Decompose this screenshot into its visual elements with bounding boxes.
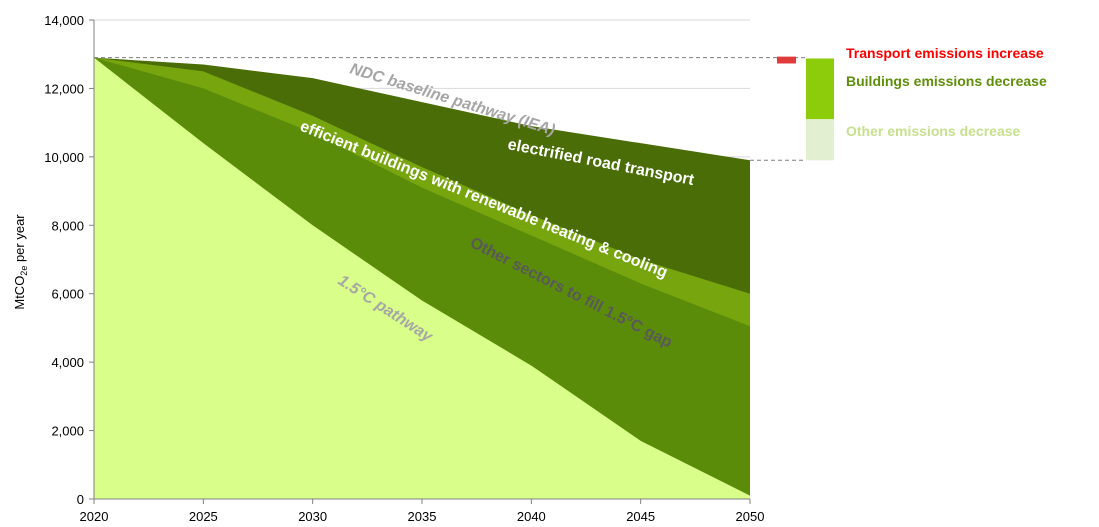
x-tick-label: 2030 [298,509,327,524]
y-tick-label: 10,000 [44,150,84,165]
axes [89,19,751,504]
side-bar-transport [777,56,796,64]
x-tick-label: 2050 [736,509,765,524]
y-tick-label: 8,000 [51,218,84,233]
area-pathway-1-5 [94,57,750,500]
legend-transport-increase: Transport emissions increase [846,45,1044,61]
y-tick-labels: 0 2,000 4,000 6,000 8,000 10,000 12,000 14,000 [44,13,84,507]
y-tick-label: 2,000 [51,424,84,439]
y-tick-label: 14,000 [44,13,84,28]
reference-lines [94,57,805,161]
x-tick-label: 2020 [80,509,109,524]
y-tick-label: 12,000 [44,81,84,96]
x-tick-label: 2035 [408,509,437,524]
x-tick-label: 2040 [517,509,546,524]
legend-buildings-decrease: Buildings emissions decrease [846,73,1047,89]
y-tick-label: 6,000 [51,287,84,302]
areas [94,57,750,500]
side-bar-buildings [806,58,834,120]
x-tick-label: 2025 [189,509,218,524]
side-bar-other [806,119,834,161]
side-bar [777,56,834,161]
x-tick-labels: 2020 2025 2030 2035 2040 2045 2050 [80,509,765,524]
y-axis-label: MtCO2e per year [12,214,29,310]
y-tick-label: 4,000 [51,355,84,370]
x-tick-label: 2045 [626,509,655,524]
y-tick-label: 0 [77,492,84,507]
legend-other-decrease: Other emissions decrease [846,123,1021,139]
